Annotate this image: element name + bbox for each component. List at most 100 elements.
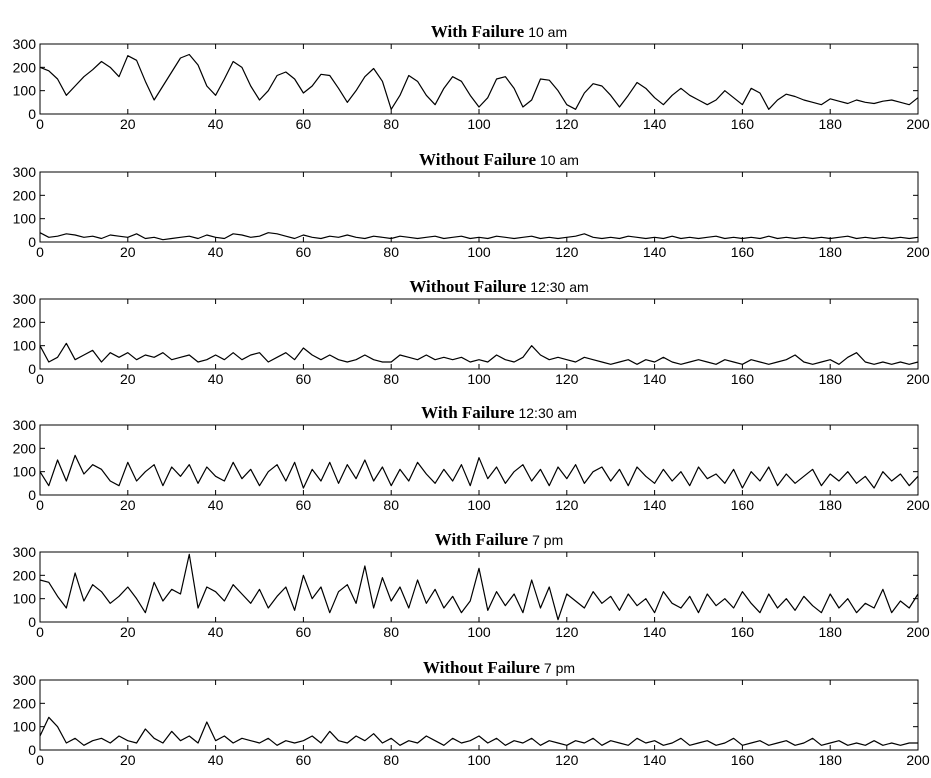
chart-title: With Failure 10 am: [431, 22, 567, 41]
x-tick-label: 200: [906, 116, 930, 132]
x-tick-label: 80: [383, 244, 399, 260]
x-tick-label: 80: [383, 497, 399, 513]
y-tick-label: 0: [28, 106, 36, 122]
chart-title-main: Without Failure: [423, 658, 540, 677]
x-tick-label: 100: [467, 497, 491, 513]
x-tick-label: 140: [643, 116, 667, 132]
x-tick-label: 120: [555, 371, 579, 387]
x-tick-label: 140: [643, 371, 667, 387]
x-tick-label: 20: [120, 624, 136, 640]
x-tick-label: 140: [643, 497, 667, 513]
y-tick-label: 300: [13, 544, 37, 560]
x-tick-label: 160: [731, 497, 755, 513]
series-line-1: [39, 553, 919, 621]
x-tick-label: 100: [467, 624, 491, 640]
y-tick-label: 200: [13, 567, 37, 583]
x-tick-label: 80: [383, 624, 399, 640]
x-tick-label: 0: [36, 497, 44, 513]
y-tick-label: 100: [13, 591, 37, 607]
x-tick-label: 60: [296, 371, 312, 387]
x-tick-label: 60: [296, 497, 312, 513]
y-tick-label: 100: [13, 719, 37, 735]
chart-title-time: 7 pm: [544, 660, 575, 676]
x-tick-label: 120: [555, 116, 579, 132]
x-tick-label: 160: [731, 371, 755, 387]
y-tick-label: 0: [28, 487, 36, 503]
x-tick-label: 180: [819, 116, 843, 132]
y-tick-label: 0: [28, 614, 36, 630]
x-tick-label: 120: [555, 624, 579, 640]
chart-title-time: 10 am: [540, 152, 579, 168]
x-tick-label: 100: [467, 244, 491, 260]
x-tick-label: 60: [296, 624, 312, 640]
axes-box: [39, 171, 919, 243]
x-tick-label: 20: [120, 371, 136, 387]
x-tick-label: 60: [296, 116, 312, 132]
x-tick-label: 120: [555, 497, 579, 513]
x-tick-label: 20: [120, 497, 136, 513]
y-tick-label: 300: [13, 164, 37, 180]
x-tick-label: 160: [731, 116, 755, 132]
x-tick-label: 20: [120, 116, 136, 132]
x-tick-label: 0: [36, 116, 44, 132]
y-tick-label: 200: [13, 59, 37, 75]
chart-title-main: With Failure: [435, 530, 529, 549]
y-tick-label: 100: [13, 211, 37, 227]
x-tick-label: 40: [208, 244, 224, 260]
x-tick-label: 200: [906, 244, 930, 260]
chart-panel-4: With Failure 12:30 am 0 20 40 60 80 100 120 140 16…: [13, 403, 930, 513]
chart-title-main: Without Failure: [419, 150, 536, 169]
chart-title-time: 12:30 am: [518, 405, 576, 421]
x-tick-label: 180: [819, 371, 843, 387]
series-line-1: [39, 454, 919, 489]
y-tick-label: 200: [13, 314, 37, 330]
axes-box: [39, 679, 919, 751]
x-tick-label: 0: [36, 371, 44, 387]
x-tick-label: 160: [731, 244, 755, 260]
chart-title-time: 12:30 am: [530, 279, 588, 295]
y-tick-label: 200: [13, 440, 37, 456]
y-tick-label: 300: [13, 672, 37, 688]
chart-panel-5: With Failure 7 pm 0 20 40 60 80 100 120 140 160 180…: [13, 530, 930, 640]
x-tick-label: 160: [731, 752, 755, 768]
chart-title: Without Failure 7 pm: [423, 658, 575, 677]
x-tick-label: 180: [819, 244, 843, 260]
x-tick-label: 0: [36, 244, 44, 260]
x-tick-label: 140: [643, 752, 667, 768]
y-tick-label: 0: [28, 742, 36, 758]
y-tick-label: 0: [28, 234, 36, 250]
chart-title: Without Failure 12:30 am: [409, 277, 588, 296]
x-tick-label: 20: [120, 752, 136, 768]
chart-title: With Failure 7 pm: [435, 530, 563, 549]
axes-box: [39, 298, 919, 370]
axes-box: [39, 424, 919, 496]
series-line-1: [39, 232, 919, 241]
series-line-1: [39, 53, 919, 110]
x-tick-label: 40: [208, 497, 224, 513]
x-tick-label: 180: [819, 624, 843, 640]
x-tick-label: 200: [906, 752, 930, 768]
chart-panel-3: Without Failure 12:30 am 0 20 40 60 80 100 120 14…: [13, 277, 930, 387]
x-tick-label: 100: [467, 752, 491, 768]
x-tick-label: 40: [208, 624, 224, 640]
chart-panel-1: With Failure 10 am 0 20 40 60 80 100 120 140 160 18…: [13, 22, 930, 132]
axes-box: [39, 551, 919, 623]
chart-panel-2: Without Failure 10 am 0 20 40 60 80 100 120 140 16…: [13, 150, 930, 260]
y-tick-label: 100: [13, 464, 37, 480]
chart-title-time: 7 pm: [532, 532, 563, 548]
x-tick-label: 0: [36, 752, 44, 768]
x-tick-label: 200: [906, 624, 930, 640]
x-tick-label: 120: [555, 244, 579, 260]
chart-title-main: Without Failure: [409, 277, 526, 296]
x-tick-label: 160: [731, 624, 755, 640]
x-tick-label: 40: [208, 371, 224, 387]
y-tick-label: 200: [13, 187, 37, 203]
chart-title-time: 10 am: [528, 24, 567, 40]
series-line-1: [39, 342, 919, 365]
x-tick-label: 180: [819, 497, 843, 513]
x-tick-label: 60: [296, 244, 312, 260]
y-tick-label: 100: [13, 338, 37, 354]
y-tick-label: 200: [13, 695, 37, 711]
x-tick-label: 20: [120, 244, 136, 260]
